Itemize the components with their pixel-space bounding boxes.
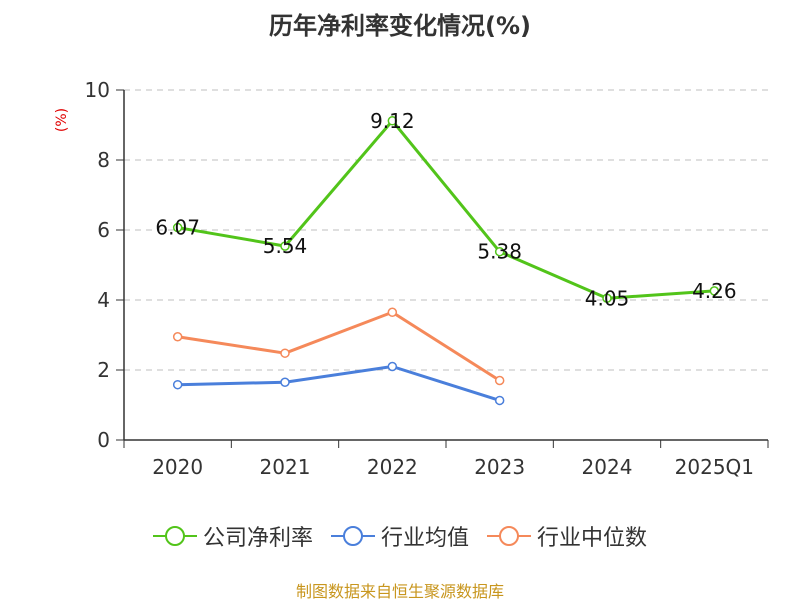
chart-title: 历年净利率变化情况(%)	[269, 12, 531, 40]
data-label: 6.07	[155, 216, 200, 240]
data-label: 5.38	[477, 240, 522, 264]
legend-item-industry-median[interactable]: 行业中位数	[487, 520, 647, 552]
legend-label-industry-median: 行业中位数	[537, 526, 648, 551]
data-label: 4.05	[585, 286, 630, 310]
y-tick-label: 6	[97, 218, 110, 242]
legend-circle	[499, 526, 519, 546]
series-industry-median-point	[387, 307, 398, 317]
x-tick-label: 2024	[582, 455, 633, 479]
series-industry-median-line	[177, 310, 501, 382]
data-source-note: 制图数据来自恒生聚源数据库	[295, 582, 504, 601]
series-net-margin-point	[387, 116, 398, 126]
series-industry-avg-line	[177, 365, 501, 402]
series-industry-avg-point	[387, 361, 398, 372]
y-tick-label: 0	[97, 428, 110, 452]
x-tick-label: 2021	[260, 455, 311, 479]
series-industry-avg-point	[280, 377, 290, 387]
series-industry-avg-point	[494, 395, 505, 406]
data-label: 4.26	[692, 279, 737, 303]
series-net-margin-point	[494, 246, 505, 257]
x-tick-label: 2025Q1	[675, 455, 754, 479]
legend-line-marker-icon	[487, 526, 531, 546]
series-net-margin-line	[177, 119, 715, 300]
legend-label-net-margin: 公司净利率	[202, 526, 313, 551]
series-industry-median-point	[494, 375, 505, 386]
x-tick-label: 2023	[474, 455, 525, 479]
y-tick-label: 2	[97, 358, 110, 382]
data-label: 9.12	[370, 109, 415, 133]
data-label: 5.54	[263, 234, 308, 258]
series-net-margin-point	[602, 293, 612, 303]
legend-label-industry-avg: 行业均值	[380, 526, 469, 551]
series-net-margin-point	[172, 222, 183, 233]
legend-line-marker-icon	[152, 526, 197, 546]
legend-circle	[342, 526, 363, 546]
legend-circle	[164, 526, 185, 546]
legend-item-net-margin[interactable]: 公司净利率	[152, 520, 313, 552]
series-industry-median-point	[172, 332, 183, 342]
y-tick-label: 4	[97, 288, 110, 312]
legend-line-marker-icon	[330, 526, 375, 546]
legend-item-industry-avg[interactable]: 行业均值	[330, 520, 469, 552]
series-industry-avg-point	[172, 379, 183, 390]
legend: 公司净利率 行业均值 行业中位数	[0, 520, 800, 552]
series-industry-median-point	[280, 348, 290, 358]
y-tick-label: 10	[85, 78, 110, 102]
x-tick-label: 2020	[152, 455, 203, 479]
series-net-margin-point	[280, 241, 290, 251]
y-tick-label: 8	[97, 148, 110, 172]
x-tick-label: 2022	[367, 455, 418, 479]
series-net-margin-point	[709, 286, 720, 296]
